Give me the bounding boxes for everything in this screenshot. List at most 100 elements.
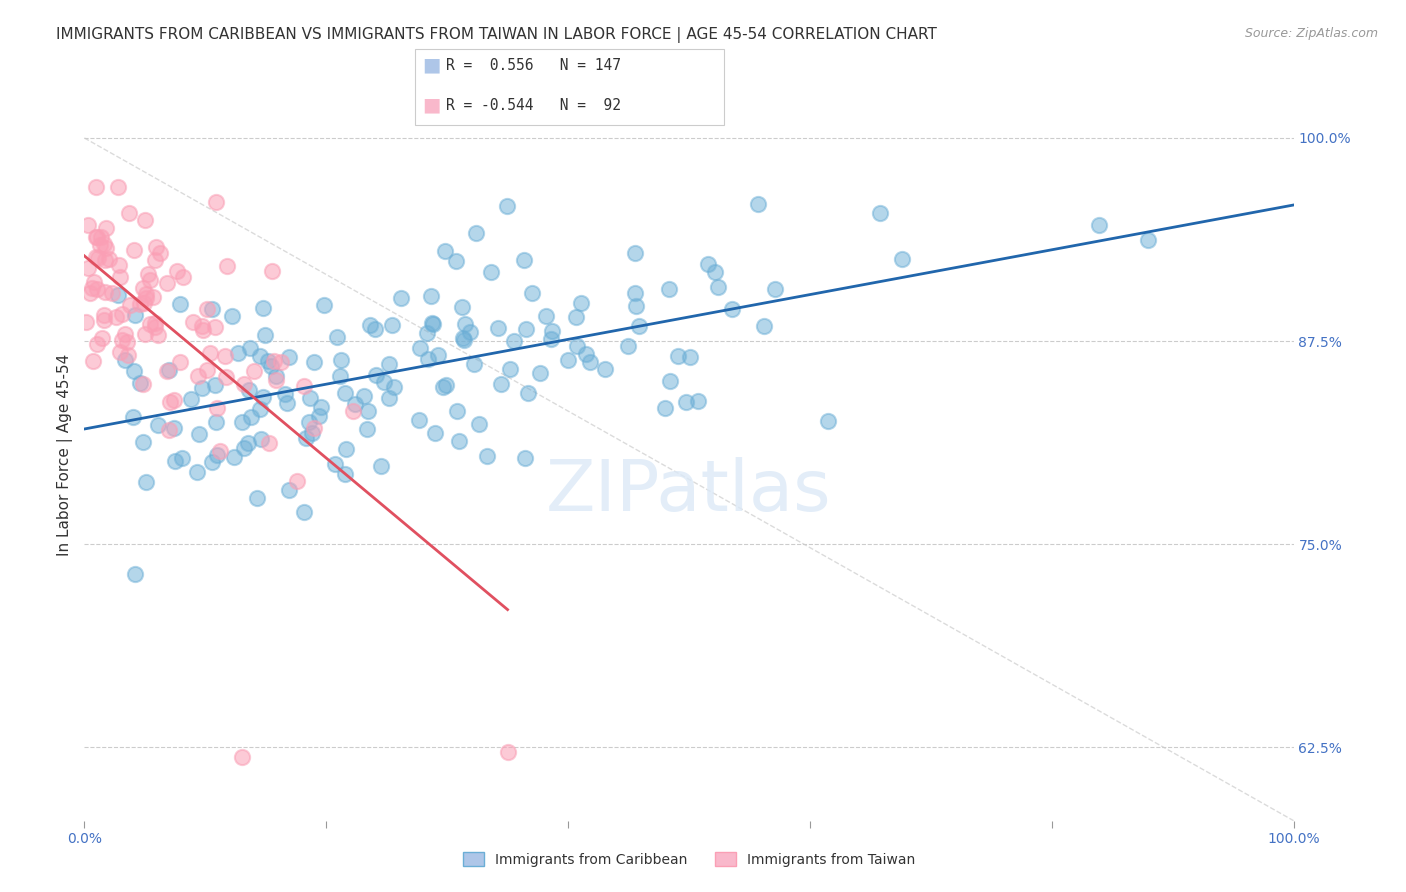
- Point: [117, 334, 139, 349]
- Point: [264, 373, 287, 387]
- Point: [496, 745, 519, 759]
- Point: [121, 409, 143, 424]
- Point: [890, 252, 912, 267]
- Point: [301, 426, 323, 441]
- Point: [143, 316, 166, 330]
- Point: [136, 267, 159, 281]
- Point: [565, 339, 588, 353]
- Point: [534, 309, 557, 323]
- Point: [468, 417, 491, 432]
- Point: [342, 404, 364, 418]
- Point: [330, 352, 353, 367]
- Point: [270, 355, 292, 369]
- Point: [666, 349, 689, 363]
- Point: [231, 750, 253, 764]
- Point: [93, 285, 115, 300]
- Point: [135, 286, 157, 301]
- Point: [446, 404, 468, 418]
- Point: [422, 317, 444, 331]
- Point: [298, 391, 321, 405]
- Point: [208, 444, 231, 458]
- Point: [188, 426, 211, 441]
- Point: [416, 351, 439, 366]
- Point: [132, 281, 155, 295]
- Point: [246, 491, 269, 506]
- Point: [292, 505, 315, 519]
- Point: [172, 270, 194, 285]
- Point: [86, 250, 108, 264]
- Point: [214, 350, 236, 364]
- Point: [658, 375, 681, 389]
- Point: [486, 321, 509, 335]
- Point: [433, 244, 456, 258]
- Point: [84, 179, 107, 194]
- Point: [249, 432, 271, 446]
- Point: [696, 256, 718, 270]
- Point: [163, 392, 186, 407]
- Point: [292, 378, 315, 392]
- Point: [204, 377, 226, 392]
- Point: [763, 281, 786, 295]
- Point: [463, 357, 485, 371]
- Point: [373, 375, 395, 389]
- Point: [108, 258, 131, 272]
- Point: [503, 334, 526, 348]
- Point: [353, 389, 375, 403]
- Point: [138, 272, 160, 286]
- Point: [747, 197, 769, 211]
- Point: [496, 199, 519, 213]
- Point: [83, 275, 105, 289]
- Point: [146, 328, 169, 343]
- Point: [458, 325, 481, 339]
- Point: [201, 302, 224, 317]
- Point: [329, 369, 352, 384]
- Point: [93, 237, 115, 252]
- Point: [654, 401, 676, 415]
- Legend: Immigrants from Caribbean, Immigrants from Taiwan: Immigrants from Caribbean, Immigrants fr…: [457, 847, 921, 872]
- Point: [364, 322, 387, 336]
- Point: [236, 436, 259, 450]
- Point: [499, 361, 522, 376]
- Point: [264, 369, 287, 384]
- Point: [1137, 233, 1160, 247]
- Point: [77, 260, 100, 275]
- Point: [253, 328, 276, 343]
- Point: [114, 353, 136, 368]
- Point: [513, 450, 536, 465]
- Point: [143, 320, 166, 334]
- Point: [593, 362, 616, 376]
- Point: [111, 307, 134, 321]
- Point: [110, 344, 132, 359]
- Point: [191, 381, 214, 395]
- Point: [627, 318, 650, 333]
- Point: [90, 229, 112, 244]
- Point: [312, 298, 335, 312]
- Point: [191, 323, 214, 337]
- Point: [128, 376, 150, 391]
- Point: [454, 317, 477, 331]
- Point: [205, 416, 228, 430]
- Point: [93, 313, 115, 327]
- Point: [704, 265, 727, 279]
- Point: [624, 299, 647, 313]
- Point: [149, 245, 172, 260]
- Text: R =  0.556   N = 147: R = 0.556 N = 147: [446, 58, 620, 72]
- Point: [186, 465, 208, 479]
- Point: [135, 475, 157, 490]
- Point: [86, 337, 108, 351]
- Point: [249, 349, 271, 363]
- Point: [575, 347, 598, 361]
- Point: [263, 353, 285, 368]
- Point: [444, 253, 467, 268]
- Point: [232, 376, 254, 391]
- Point: [157, 424, 180, 438]
- Point: [132, 376, 155, 391]
- Point: [110, 270, 132, 285]
- Point: [111, 333, 134, 347]
- Point: [166, 264, 188, 278]
- Point: [122, 364, 145, 378]
- Point: [420, 316, 443, 330]
- Point: [181, 315, 204, 329]
- Point: [516, 385, 538, 400]
- Point: [232, 441, 254, 455]
